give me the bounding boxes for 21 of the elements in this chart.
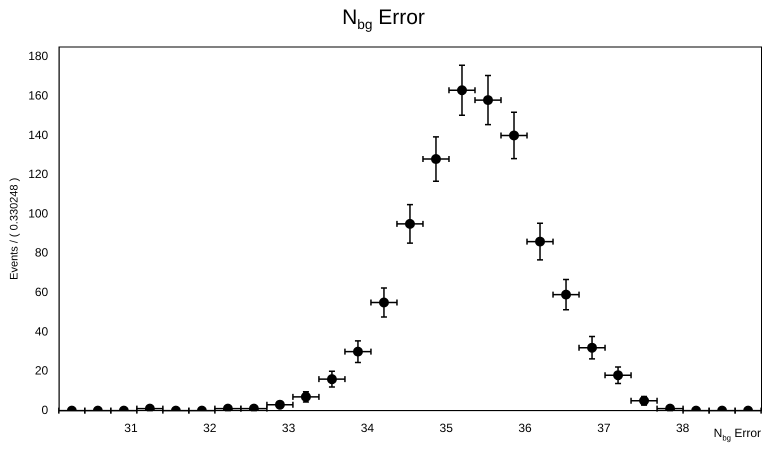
- y-axis-title: Events / ( 0.330248 ): [8, 178, 21, 280]
- y-tick-label: 80: [34, 246, 49, 260]
- x-tick-label: 32: [203, 421, 217, 436]
- x-axis-title: N$_{bg}$ Error: [714, 426, 761, 442]
- x-tick-label: 33: [282, 421, 296, 436]
- x-tick-label: 31: [124, 421, 138, 436]
- y-tick-label: 160: [28, 88, 49, 102]
- y-tick-label: 40: [34, 324, 49, 338]
- chart-title: N$_{bg}$ Error: [341, 6, 426, 32]
- y-tick-label: 140: [28, 128, 49, 142]
- x-tick-label: 36: [518, 421, 532, 436]
- x-tick-label: 34: [360, 421, 374, 436]
- y-tick-label: 60: [34, 284, 49, 299]
- y-tick-label: 0: [42, 402, 49, 417]
- x-tick-label: 38: [676, 421, 690, 436]
- y-tick-label: 100: [28, 206, 49, 220]
- y-tick-label: 180: [28, 49, 49, 64]
- y-tick-label: 20: [34, 364, 49, 378]
- y-tick-label: 120: [28, 167, 49, 182]
- x-tick-label: 35: [440, 421, 454, 436]
- x-tick-label: 37: [597, 421, 611, 436]
